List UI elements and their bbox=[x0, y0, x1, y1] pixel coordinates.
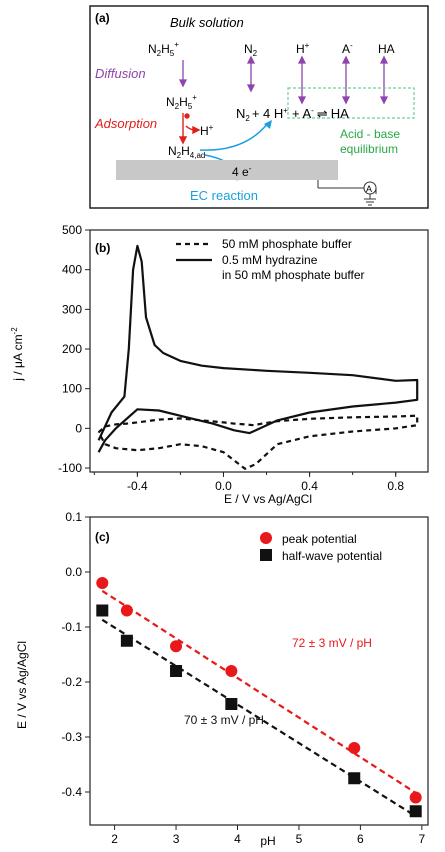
series-line-hydrazine bbox=[97, 244, 419, 453]
species-n2h5-top: N2H5+ bbox=[148, 40, 179, 58]
cv-xtick-label: -0.4 bbox=[127, 479, 148, 493]
ph-xtick-label: 7 bbox=[419, 832, 426, 846]
panel-c-ylabel: E / V vs Ag/AgCl bbox=[15, 641, 29, 729]
cv-ytick-label: 400 bbox=[62, 263, 82, 277]
equilibrium-box bbox=[287, 87, 415, 119]
data-point-peak bbox=[225, 665, 238, 677]
data-point-halfwave bbox=[96, 604, 109, 617]
data-point-peak bbox=[120, 604, 133, 617]
adsorption-arrows bbox=[178, 113, 201, 145]
legend-marker-halfwave bbox=[260, 549, 272, 561]
electrode-bar bbox=[116, 160, 338, 180]
ph-ytick-label: -0.1 bbox=[61, 620, 82, 634]
cv-xtick-label: 0.4 bbox=[301, 479, 318, 493]
cv-plot-frame bbox=[89, 229, 429, 473]
cv-ytick-label: 200 bbox=[62, 342, 82, 356]
fit-line-peak bbox=[101, 589, 417, 794]
electrons-label: 4 e- bbox=[232, 164, 252, 179]
cv-ytick-label: -100 bbox=[58, 461, 82, 475]
product-equation: N2 + 4 H+ + A- ⇌ HA bbox=[236, 106, 349, 123]
fit-annotation-black: 70 ± 3 mV / pH bbox=[184, 713, 264, 727]
ph-ytick-label: -0.3 bbox=[61, 730, 82, 744]
ph-ytick-label: -0.4 bbox=[61, 785, 82, 799]
data-point-halfwave bbox=[348, 772, 361, 785]
legend-item-hydrazine: 0.5 mM hydrazine bbox=[222, 253, 318, 267]
legend-item-buffer: 50 mM phosphate buffer bbox=[222, 237, 352, 251]
species-n2h4-ads: N2H4,ad bbox=[168, 144, 205, 160]
panel-a-label: (a) bbox=[95, 11, 110, 25]
panel-a-frame bbox=[89, 5, 429, 209]
species-hplus-top: H+ bbox=[296, 41, 310, 56]
fit-annotation-red: 72 ± 3 mV / pH bbox=[292, 636, 372, 650]
data-point-halfwave bbox=[120, 634, 133, 647]
data-point-peak bbox=[170, 640, 183, 653]
ph-ytick-label: -0.2 bbox=[61, 675, 82, 689]
species-hplus-ads: H+ bbox=[200, 123, 214, 138]
ph-ytick-label: 0.1 bbox=[65, 510, 82, 524]
panel-b-cv-chart: (b) 50 mM phosphate buffer 0.5 mM hydraz… bbox=[10, 223, 429, 506]
ph-xtick-label: 4 bbox=[234, 832, 241, 846]
ph-xtick-label: 3 bbox=[173, 832, 180, 846]
ph-xtick-label: 6 bbox=[357, 832, 364, 846]
legend-item-peak: peak potential bbox=[282, 532, 357, 546]
cv-xtick-label: 0.8 bbox=[387, 479, 404, 493]
data-point-peak bbox=[409, 791, 422, 804]
bulk-solution-title: Bulk solution bbox=[170, 15, 244, 30]
fit-line-halfwave bbox=[101, 618, 417, 818]
acid-base-label-1: Acid - base bbox=[340, 127, 400, 141]
data-point-peak bbox=[96, 577, 109, 589]
panel-c-ph-chart: (c) peak potential half-wave potential 7… bbox=[15, 510, 429, 848]
data-point-peak bbox=[348, 742, 361, 754]
adsorption-label: Adsorption bbox=[94, 116, 157, 131]
panel-c-label: (c) bbox=[95, 530, 110, 544]
panel-b-xlabel: E / V vs Ag/AgCl bbox=[224, 492, 312, 506]
ph-ytick-label: 0.0 bbox=[65, 565, 82, 579]
ec-arrowhead-up bbox=[264, 120, 272, 129]
legend-item-hydrazine-2: in 50 mM phosphate buffer bbox=[222, 268, 365, 282]
panel-b-ylabel: j / μA cm-2 bbox=[10, 327, 25, 382]
species-n2h5-mid: N2H5+ bbox=[166, 93, 197, 111]
cv-ytick-label: 500 bbox=[62, 223, 82, 237]
cv-xtick-label: 0.0 bbox=[215, 479, 232, 493]
ec-reaction-label: EC reaction bbox=[190, 188, 258, 203]
series-line-buffer bbox=[97, 414, 419, 470]
panel-b-label: (b) bbox=[95, 241, 110, 255]
ammeter-symbol: A bbox=[366, 184, 372, 194]
data-point-halfwave bbox=[225, 698, 238, 710]
data-point-halfwave bbox=[409, 805, 422, 818]
species-aminus-top: A- bbox=[342, 41, 353, 56]
ph-xtick-label: 5 bbox=[296, 832, 303, 846]
panel-a-diagram: (a) Bulk solution N2H5+ N2 H+ A- HA Diff… bbox=[89, 5, 429, 209]
cv-ytick-label: 0 bbox=[75, 421, 82, 435]
species-ha-top: HA bbox=[378, 42, 395, 56]
acid-base-label-2: equilibrium bbox=[340, 142, 398, 156]
diffusion-label: Diffusion bbox=[95, 66, 146, 81]
legend-marker-peak bbox=[260, 532, 272, 544]
ph-xtick-label: 2 bbox=[111, 832, 118, 846]
ph-plot-frame bbox=[89, 516, 429, 826]
species-n2-top: N2 bbox=[244, 42, 258, 58]
legend-item-halfwave: half-wave potential bbox=[282, 549, 382, 563]
cv-ytick-label: 100 bbox=[62, 382, 82, 396]
panel-c-xlabel: pH bbox=[260, 834, 275, 848]
data-point-halfwave bbox=[170, 665, 183, 677]
diffusion-arrows bbox=[178, 55, 389, 105]
ammeter-circuit bbox=[317, 180, 377, 206]
cv-ytick-label: 300 bbox=[62, 302, 82, 316]
